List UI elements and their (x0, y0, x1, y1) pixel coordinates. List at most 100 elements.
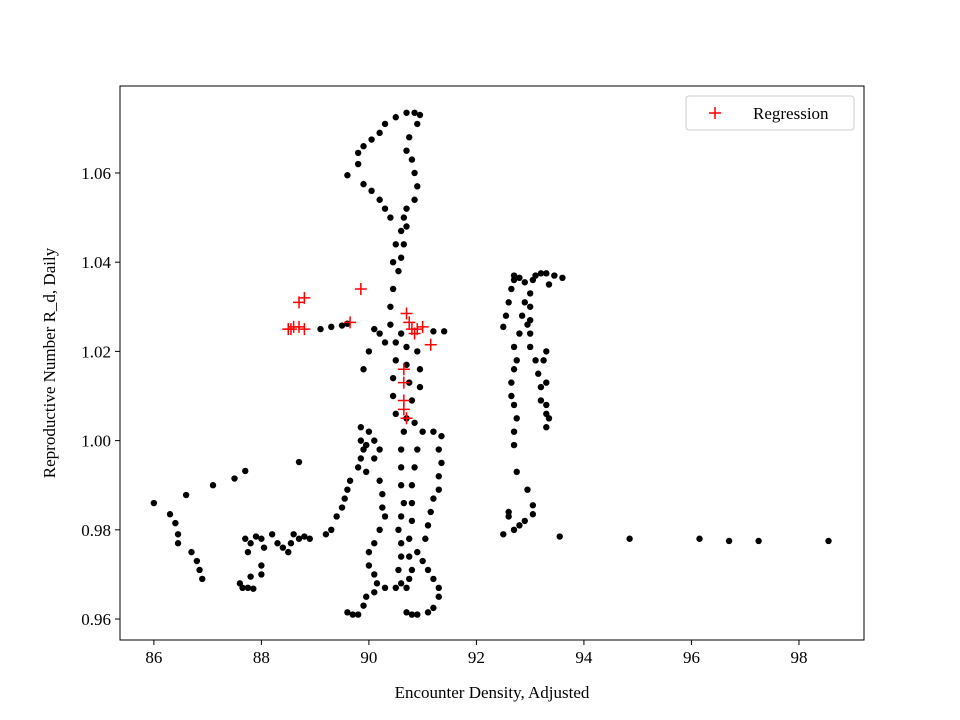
point (543, 379, 550, 386)
point (371, 540, 378, 547)
point (825, 537, 832, 545)
point (559, 274, 566, 282)
point (502, 312, 510, 319)
point (510, 276, 518, 284)
point (381, 205, 389, 212)
plus-point (424, 338, 437, 351)
point (510, 366, 518, 373)
point (376, 446, 383, 453)
point (354, 160, 362, 168)
point (376, 477, 383, 484)
y-tick-label: 1.00 (81, 432, 111, 451)
point (416, 111, 424, 119)
point (526, 343, 534, 351)
point (260, 544, 268, 551)
point (258, 535, 265, 542)
point (379, 504, 386, 511)
point (295, 458, 303, 466)
point (295, 535, 303, 542)
point (510, 343, 518, 351)
point (524, 486, 531, 493)
point (150, 499, 158, 507)
point (346, 477, 354, 484)
point (209, 482, 217, 489)
x-tick-label: 92 (468, 648, 485, 667)
point (513, 357, 520, 364)
point (285, 548, 292, 556)
point (400, 241, 408, 248)
point (354, 611, 362, 618)
x-tick-label: 94 (575, 648, 593, 667)
point (381, 584, 389, 592)
point (244, 584, 252, 592)
point (414, 548, 421, 556)
point (526, 316, 534, 324)
point (306, 535, 313, 542)
point (438, 432, 445, 440)
plus-point (397, 363, 410, 376)
x-tick-label: 90 (360, 648, 377, 667)
point (526, 330, 534, 337)
point (406, 535, 413, 542)
point (247, 540, 254, 547)
point (430, 604, 437, 612)
point (395, 566, 402, 574)
point (247, 573, 254, 580)
point (403, 223, 410, 230)
point (529, 502, 537, 509)
point (371, 571, 378, 578)
point (387, 214, 394, 221)
point (389, 374, 397, 382)
point (397, 227, 405, 235)
point (371, 589, 378, 596)
point (338, 322, 346, 329)
point (279, 544, 287, 551)
point (430, 428, 437, 435)
point (389, 392, 397, 400)
point (363, 593, 370, 600)
point (363, 441, 370, 449)
point (333, 513, 340, 520)
point (422, 535, 429, 542)
point (344, 172, 351, 179)
point (510, 441, 518, 449)
y-tick-label: 0.96 (81, 610, 111, 629)
plus-point (354, 282, 367, 295)
point (626, 535, 633, 542)
point (416, 366, 424, 373)
point (543, 401, 550, 409)
x-axis-label: Encounter Density, Adjusted (395, 683, 590, 702)
point (403, 361, 410, 368)
point (510, 401, 518, 409)
point (755, 537, 762, 545)
point (545, 415, 553, 422)
plus-point (411, 323, 424, 336)
point (400, 428, 408, 435)
point (397, 540, 405, 547)
plot-frame (119, 85, 865, 641)
point (392, 241, 399, 248)
point (363, 468, 370, 476)
point (505, 299, 512, 306)
point (387, 321, 394, 328)
point (376, 129, 383, 137)
point (521, 299, 528, 306)
point (368, 187, 375, 195)
point (537, 397, 545, 404)
point (435, 593, 442, 600)
point (403, 147, 410, 154)
point (371, 325, 378, 333)
point (500, 531, 507, 538)
point (357, 437, 365, 444)
point (529, 511, 537, 518)
point (397, 464, 405, 471)
point (397, 513, 405, 520)
point (365, 548, 373, 556)
point (403, 109, 410, 116)
point (424, 522, 432, 529)
point (556, 533, 563, 540)
point (430, 328, 437, 335)
point (400, 499, 408, 507)
point (414, 120, 421, 128)
